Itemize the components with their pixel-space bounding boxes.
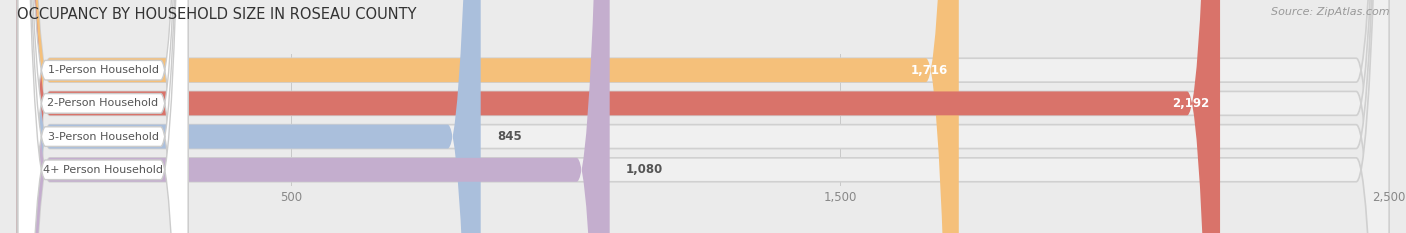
FancyBboxPatch shape [17,0,1389,233]
FancyBboxPatch shape [17,0,1389,233]
FancyBboxPatch shape [18,0,188,233]
Text: OCCUPANCY BY HOUSEHOLD SIZE IN ROSEAU COUNTY: OCCUPANCY BY HOUSEHOLD SIZE IN ROSEAU CO… [17,7,416,22]
Text: 845: 845 [498,130,522,143]
FancyBboxPatch shape [17,0,1389,233]
Text: 1-Person Household: 1-Person Household [48,65,159,75]
Text: 1,716: 1,716 [911,64,948,77]
FancyBboxPatch shape [17,0,1220,233]
FancyBboxPatch shape [17,0,481,233]
FancyBboxPatch shape [18,0,188,233]
FancyBboxPatch shape [18,0,188,233]
FancyBboxPatch shape [17,0,1389,233]
FancyBboxPatch shape [17,0,959,233]
Text: 2-Person Household: 2-Person Household [48,98,159,108]
Text: 3-Person Household: 3-Person Household [48,132,159,142]
Text: 2,192: 2,192 [1171,97,1209,110]
FancyBboxPatch shape [17,0,610,233]
FancyBboxPatch shape [18,0,188,233]
Text: 1,080: 1,080 [626,163,664,176]
Text: 4+ Person Household: 4+ Person Household [44,165,163,175]
Text: Source: ZipAtlas.com: Source: ZipAtlas.com [1271,7,1389,17]
